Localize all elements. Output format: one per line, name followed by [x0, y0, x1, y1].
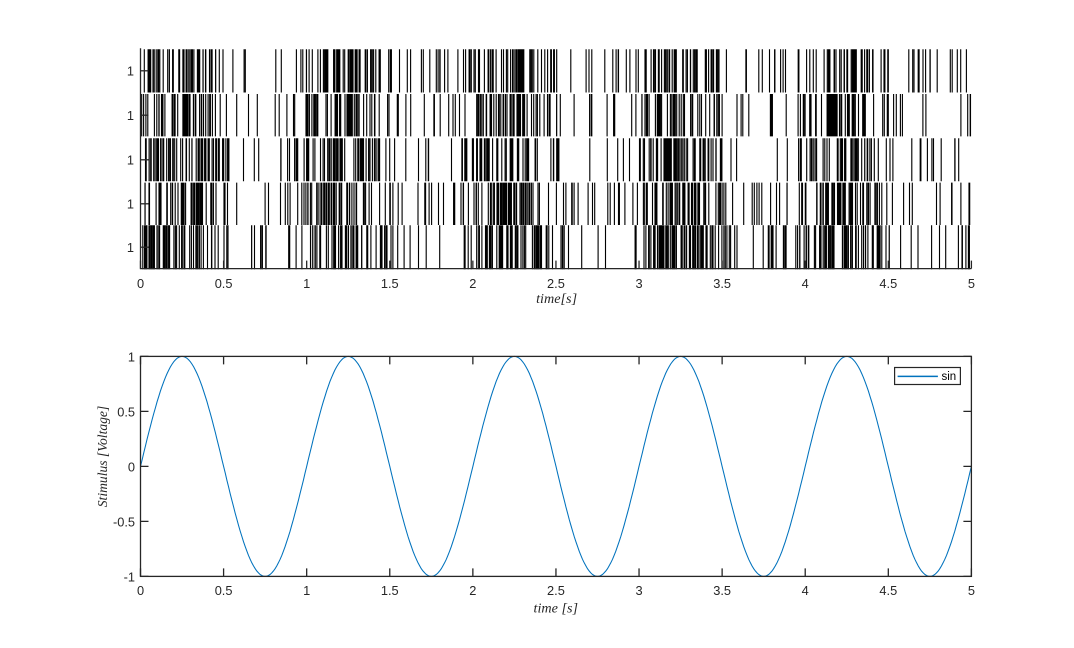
svg-text:sin: sin: [942, 371, 957, 383]
svg-text:5: 5: [968, 583, 975, 598]
svg-text:1: 1: [127, 197, 134, 212]
svg-text:time [s]: time [s]: [534, 602, 579, 617]
svg-text:2: 2: [469, 583, 476, 598]
svg-text:0: 0: [137, 583, 144, 598]
svg-text:3.5: 3.5: [713, 583, 731, 598]
svg-text:4: 4: [802, 276, 809, 291]
svg-text:Stimulus [Voltage]: Stimulus [Voltage]: [95, 406, 110, 508]
svg-text:0.5: 0.5: [117, 404, 135, 419]
svg-text:3: 3: [635, 583, 642, 598]
svg-text:5: 5: [968, 276, 975, 291]
svg-text:0.5: 0.5: [215, 276, 233, 291]
svg-text:0: 0: [137, 276, 144, 291]
svg-text:2.5: 2.5: [547, 583, 565, 598]
svg-text:4.5: 4.5: [879, 583, 897, 598]
svg-text:1: 1: [127, 153, 134, 168]
svg-text:-0.5: -0.5: [113, 514, 135, 529]
svg-text:3.5: 3.5: [713, 276, 731, 291]
svg-text:1: 1: [303, 276, 310, 291]
svg-text:2: 2: [469, 276, 476, 291]
svg-text:1.5: 1.5: [381, 583, 399, 598]
svg-text:3: 3: [635, 276, 642, 291]
svg-text:1: 1: [127, 108, 134, 123]
svg-text:1: 1: [127, 64, 134, 79]
svg-text:1: 1: [303, 583, 310, 598]
svg-text:1: 1: [127, 240, 134, 255]
svg-text:4.5: 4.5: [879, 276, 897, 291]
svg-text:1: 1: [128, 349, 135, 364]
svg-text:-1: -1: [124, 569, 135, 584]
svg-text:2.5: 2.5: [547, 276, 565, 291]
svg-text:4: 4: [802, 583, 809, 598]
svg-text:time[s]: time[s]: [536, 292, 577, 307]
svg-text:0.5: 0.5: [215, 583, 233, 598]
svg-text:0: 0: [128, 459, 135, 474]
svg-text:1.5: 1.5: [381, 276, 399, 291]
